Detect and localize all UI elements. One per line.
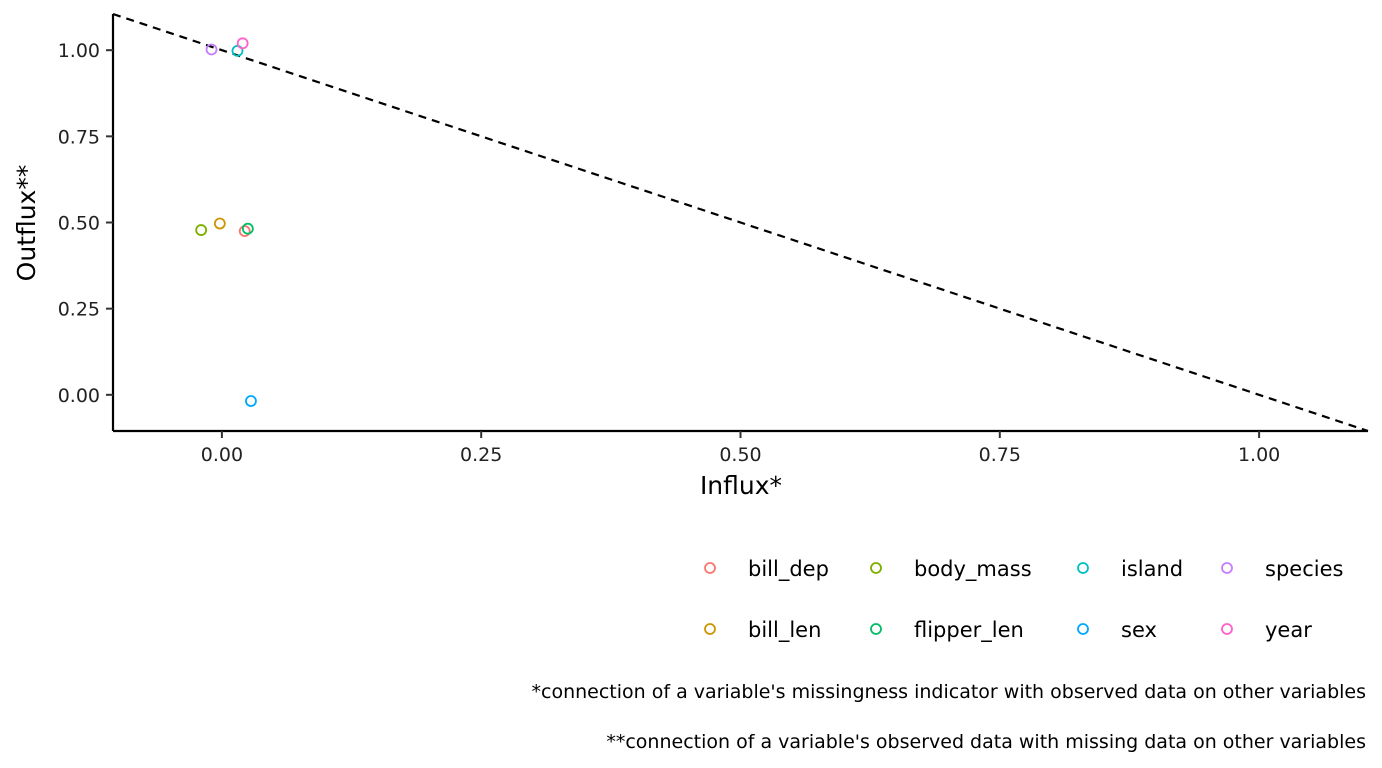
legend-item-bill_dep: bill_dep <box>704 557 829 582</box>
y-tick-label: 0.50 <box>58 213 100 235</box>
captions: *connection of a variable's missingness … <box>532 681 1367 753</box>
plot-area <box>112 12 1369 433</box>
legend-label-sex: sex <box>1121 618 1157 642</box>
y-tick-label: 0.75 <box>58 126 100 148</box>
legend-label-body_mass: body_mass <box>914 557 1032 582</box>
legend-item-body_mass: body_mass <box>870 557 1032 582</box>
point-bill_len <box>213 217 226 230</box>
legend-label-bill_dep: bill_dep <box>748 557 829 582</box>
legend-item-sex: sex <box>1077 618 1157 642</box>
x-axis-title: Influx* <box>700 471 782 500</box>
legend-label-flipper_len: flipper_len <box>914 618 1024 643</box>
point-bill_dep <box>238 225 251 238</box>
legend-key-flipper_len <box>870 623 882 635</box>
y-tick-label: 0.25 <box>58 299 100 321</box>
point-species <box>205 43 218 56</box>
point-flipper_len <box>241 222 254 235</box>
legend-key-island <box>1077 562 1089 574</box>
y-tick-label: 0.00 <box>58 385 100 407</box>
legend-key-bill_dep <box>704 562 716 574</box>
x-tick-label: 0.25 <box>460 444 502 466</box>
x-tick-label: 0.00 <box>201 444 243 466</box>
point-sex <box>245 395 257 407</box>
point-year <box>236 37 249 50</box>
x-tick-label: 0.50 <box>719 444 761 466</box>
legend: bill_dep bill_len body_mass flipper_len isla… <box>704 557 1343 643</box>
legend-item-species: species <box>1221 557 1343 581</box>
legend-key-sex <box>1077 623 1089 635</box>
legend-item-year: year <box>1221 618 1312 642</box>
legend-key-species <box>1221 562 1233 574</box>
reference-line <box>112 12 1369 433</box>
legend-item-flipper_len: flipper_len <box>870 618 1024 643</box>
legend-item-bill_len: bill_len <box>704 618 821 643</box>
x-tick-label: 1.00 <box>1238 444 1280 466</box>
caption-1: *connection of a variable's missingness … <box>532 681 1367 703</box>
legend-label-species: species <box>1265 557 1343 581</box>
legend-item-island: island <box>1077 557 1183 581</box>
legend-label-island: island <box>1121 557 1183 581</box>
legend-key-bill_len <box>704 623 716 635</box>
caption-2: **connection of a variable's observed da… <box>606 731 1366 753</box>
x-tick-label: 0.75 <box>979 444 1021 466</box>
legend-label-bill_len: bill_len <box>748 618 821 643</box>
legend-key-year <box>1221 623 1233 635</box>
axes: 0.00 0.25 0.50 0.75 1.00 0.00 0.25 0.50 0.75 1.00 <box>58 14 1368 466</box>
y-axis-title: Outflux** <box>12 165 41 282</box>
legend-key-body_mass <box>870 562 882 574</box>
legend-label-year: year <box>1265 618 1312 642</box>
y-tick-label: 1.00 <box>58 40 100 62</box>
point-body_mass <box>195 224 208 236</box>
